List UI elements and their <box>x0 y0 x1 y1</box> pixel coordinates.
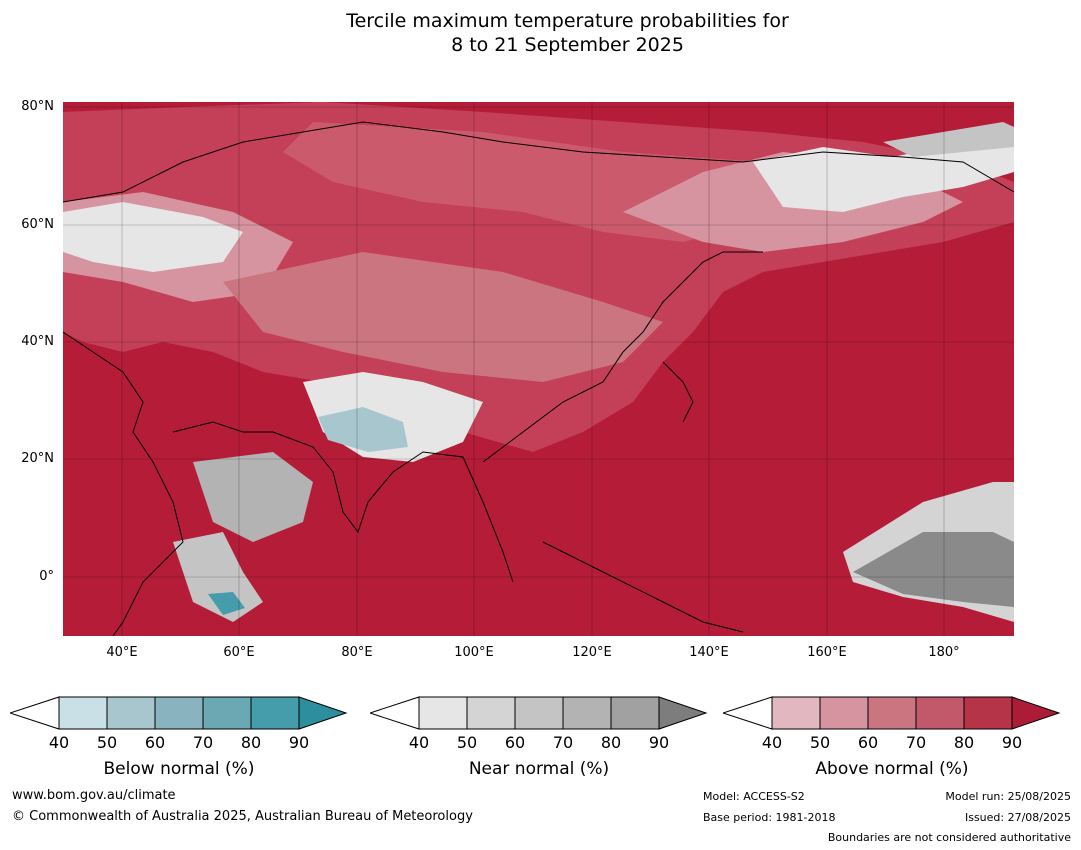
cbar-segment <box>819 696 869 730</box>
cbar-tick: 90 <box>648 733 670 752</box>
below-normal-colorbar <box>10 696 348 730</box>
cbar-segment <box>514 696 564 730</box>
cbar-tick: 80 <box>600 733 622 752</box>
lon-label: 120°E <box>572 645 612 660</box>
map-title: Tercile maximum temperature probabilitie… <box>0 9 1081 57</box>
above-normal-title: Above normal (%) <box>815 759 969 779</box>
cbar-tick: 60 <box>857 733 879 752</box>
title-line-1: Tercile maximum temperature probabilitie… <box>346 10 789 32</box>
cbar-segment <box>915 696 965 730</box>
cbar-tick: 50 <box>809 733 831 752</box>
cbar-tick: 70 <box>552 733 574 752</box>
cbar-segment <box>723 696 773 730</box>
lon-label: 100°E <box>454 645 494 660</box>
disclaimer-text: Boundaries are not considered authoritat… <box>827 831 1071 844</box>
lon-label: 160°E <box>807 645 847 660</box>
cbar-tick: 80 <box>953 733 975 752</box>
europe-near-normal <box>63 202 243 272</box>
cbar-tick: 80 <box>240 733 262 752</box>
himalaya-below-normal <box>318 407 408 452</box>
base-period-text: Base period: 1981-2018 <box>703 811 836 824</box>
cbar-segment <box>370 696 420 730</box>
lon-label: 140°E <box>689 645 729 660</box>
cbar-segment <box>963 696 1013 730</box>
cbar-tick: 70 <box>192 733 214 752</box>
coastlines <box>63 121 1014 636</box>
pacific-near-normal-dark <box>853 532 1014 607</box>
lat-label: 80°N <box>21 99 54 114</box>
cbar-segment <box>658 696 708 730</box>
copyright-text: © Commonwealth of Australia 2025, Austra… <box>12 809 473 824</box>
cbar-segment <box>1011 696 1061 730</box>
cbar-segment <box>106 696 156 730</box>
indian-ocean-near-normal <box>173 532 263 622</box>
issued-text: Issued: 27/08/2025 <box>964 811 1071 824</box>
cbar-segment <box>562 696 612 730</box>
cbar-segment <box>250 696 300 730</box>
lat-label: 40°N <box>21 334 54 349</box>
lon-label: 80°E <box>341 645 373 660</box>
lon-label: 180° <box>928 645 960 660</box>
cbar-tick: 90 <box>1001 733 1023 752</box>
central-asia-pink <box>223 252 663 382</box>
cbar-tick: 70 <box>905 733 927 752</box>
cbar-tick: 60 <box>144 733 166 752</box>
cbar-tick: 50 <box>456 733 478 752</box>
title-line-2: 8 to 21 September 2025 <box>451 34 684 56</box>
lat-label: 0° <box>39 569 54 584</box>
near-normal-title: Near normal (%) <box>468 759 610 779</box>
cbar-segment <box>867 696 917 730</box>
arabian-sea-near-normal <box>193 452 313 542</box>
cbar-segment <box>202 696 252 730</box>
model-run-text: Model run: 25/08/2025 <box>945 790 1071 803</box>
lon-label: 60°E <box>223 645 255 660</box>
lon-label: 40°E <box>106 645 138 660</box>
cbar-tick: 40 <box>761 733 783 752</box>
cbar-segment <box>298 696 348 730</box>
cbar-segment <box>58 696 108 730</box>
cbar-segment <box>154 696 204 730</box>
cbar-tick: 40 <box>408 733 430 752</box>
probability-map <box>63 102 1014 636</box>
lat-label: 60°N <box>21 217 54 232</box>
website-link[interactable]: www.bom.gov.au/climate <box>12 788 176 803</box>
cbar-tick: 90 <box>288 733 310 752</box>
arctic-near-normal-grey <box>883 122 1014 157</box>
indian-ocean-below-normal <box>208 592 245 615</box>
cbar-segment <box>10 696 60 730</box>
above-normal-colorbar <box>723 696 1061 730</box>
cbar-segment <box>771 696 821 730</box>
cbar-tick: 40 <box>48 733 70 752</box>
cbar-segment <box>610 696 660 730</box>
near-normal-colorbar <box>370 696 708 730</box>
model-text: Model: ACCESS-S2 <box>703 790 805 803</box>
graticule <box>63 102 1014 636</box>
siberia-near-normal <box>753 137 1014 212</box>
lat-label: 20°N <box>21 451 54 466</box>
cbar-segment <box>466 696 516 730</box>
cbar-tick: 60 <box>504 733 526 752</box>
cbar-segment <box>418 696 468 730</box>
below-normal-title: Below normal (%) <box>103 759 255 779</box>
cbar-tick: 50 <box>96 733 118 752</box>
